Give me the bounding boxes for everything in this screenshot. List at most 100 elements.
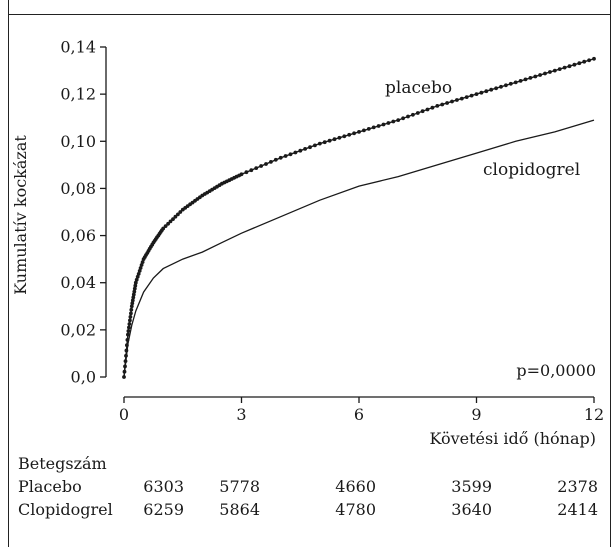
series-point-placebo (126, 332, 130, 337)
x-tick-label: 0 (119, 405, 129, 424)
risk-row-placebo: Placebo 6303 5778 4660 3599 2378 (18, 475, 608, 498)
series-point-placebo (533, 74, 538, 79)
series-point-placebo (357, 130, 361, 134)
series-point-placebo (171, 217, 175, 222)
series-point-placebo (303, 147, 307, 151)
series-point-placebo (322, 140, 327, 145)
series-point-placebo (259, 164, 263, 168)
series-point-placebo (278, 155, 283, 160)
series-point-placebo (420, 109, 425, 114)
series-point-placebo (401, 116, 405, 121)
series-point-placebo (406, 114, 410, 119)
series-point-placebo (178, 210, 183, 214)
risk-cell: 6303 (143, 477, 184, 496)
series-point-placebo (135, 274, 140, 279)
series-point-placebo (131, 292, 136, 297)
series-point-placebo (548, 70, 552, 74)
series-point-placebo (479, 90, 484, 95)
series-point-placebo (504, 83, 508, 88)
series-line-placebo (123, 58, 595, 378)
series-point-placebo (129, 307, 134, 312)
series-point-placebo (131, 295, 136, 300)
series-point-placebo (557, 67, 562, 71)
x-axis-title: Követési idő (hónap) (429, 429, 596, 448)
series-point-placebo (518, 79, 523, 83)
x-tick-label: 12 (584, 405, 604, 424)
series-point-placebo (582, 59, 587, 64)
series-point-placebo (386, 121, 391, 125)
series-point-placebo (552, 68, 557, 73)
series-label-clopidogrel: clopidogrel (483, 160, 580, 180)
risk-cell: 6259 (143, 500, 184, 519)
risk-cell: 5778 (219, 477, 260, 496)
series-point-placebo (132, 289, 137, 294)
series-point-placebo (450, 99, 454, 104)
series-point-placebo (513, 80, 518, 85)
series-point-placebo (288, 152, 293, 157)
series-point-placebo (464, 95, 469, 99)
series-point-placebo (352, 131, 356, 136)
series-point-placebo (239, 172, 244, 177)
series-point-placebo (425, 107, 430, 112)
series-point-placebo (376, 124, 381, 128)
series-point-placebo (127, 318, 132, 323)
risk-row-clopidogrel: Clopidogrel 6259 5864 4780 3640 2414 (18, 498, 608, 521)
series-point-placebo (283, 154, 288, 158)
series-point-placebo (132, 286, 137, 291)
risk-cell: 2378 (557, 477, 598, 496)
y-tick-label: 0,02 (60, 320, 96, 339)
series-point-placebo (264, 162, 268, 166)
series-label-placebo: placebo (385, 78, 452, 98)
series-point-placebo (577, 61, 582, 66)
risk-row-label: Clopidogrel (18, 500, 113, 519)
series-point-placebo (528, 76, 533, 80)
series-point-placebo (489, 87, 494, 92)
series-point-placebo (166, 221, 171, 226)
series-point-placebo (371, 125, 376, 130)
series-point-placebo (273, 157, 278, 162)
series-point-placebo (508, 81, 513, 86)
series-point-placebo (396, 118, 401, 122)
series-point-placebo (440, 102, 445, 107)
series-point-placebo (308, 145, 312, 150)
series-point-placebo (543, 71, 547, 76)
series-point-placebo (317, 141, 322, 146)
series-point-placebo (269, 160, 273, 164)
y-tick-label: 0,06 (60, 226, 96, 245)
series-point-placebo (474, 92, 479, 96)
top-rule (8, 14, 611, 15)
series-point-placebo (562, 65, 567, 70)
x-tick-label: 6 (354, 405, 364, 424)
x-tick-label: 3 (236, 405, 246, 424)
series-point-placebo (128, 315, 133, 319)
series-point-placebo (140, 260, 145, 264)
series-line-clopidogrel (123, 119, 595, 378)
series-point-placebo (538, 73, 542, 77)
series-point-placebo (592, 56, 596, 61)
series-point-placebo (161, 226, 166, 231)
series-point-placebo (244, 170, 249, 175)
series-point-placebo (342, 134, 347, 139)
series-point-placebo (313, 143, 317, 148)
series-point-placebo (587, 58, 591, 63)
series-point-placebo (484, 89, 489, 94)
series-point-placebo (136, 272, 141, 276)
series-point-placebo (133, 280, 138, 285)
y-axis-title: Kumulatív kockázat (11, 135, 30, 295)
series-point-placebo (129, 311, 133, 316)
kaplan-meier-chart: 0,0 0,02 0,04 0,06 0,08 0,10 0,12 0,14 0 3 6 9 12 Ku… (11, 38, 604, 449)
series-point-placebo (494, 86, 498, 91)
series-point-placebo (391, 119, 396, 124)
risk-cell: 4660 (335, 477, 376, 496)
series-point-placebo (293, 150, 298, 155)
figure-frame (8, 0, 611, 547)
series-point-placebo (138, 266, 143, 270)
y-tick-label: 0,14 (60, 38, 96, 57)
risk-cell: 3599 (451, 477, 492, 496)
series-point-placebo (163, 224, 168, 229)
y-tick-label: 0,10 (60, 132, 96, 151)
p-value-annotation: p=0,0000 (516, 361, 596, 380)
series-point-placebo (133, 283, 138, 288)
series-point-placebo (129, 304, 134, 309)
series-point-placebo (469, 93, 474, 98)
